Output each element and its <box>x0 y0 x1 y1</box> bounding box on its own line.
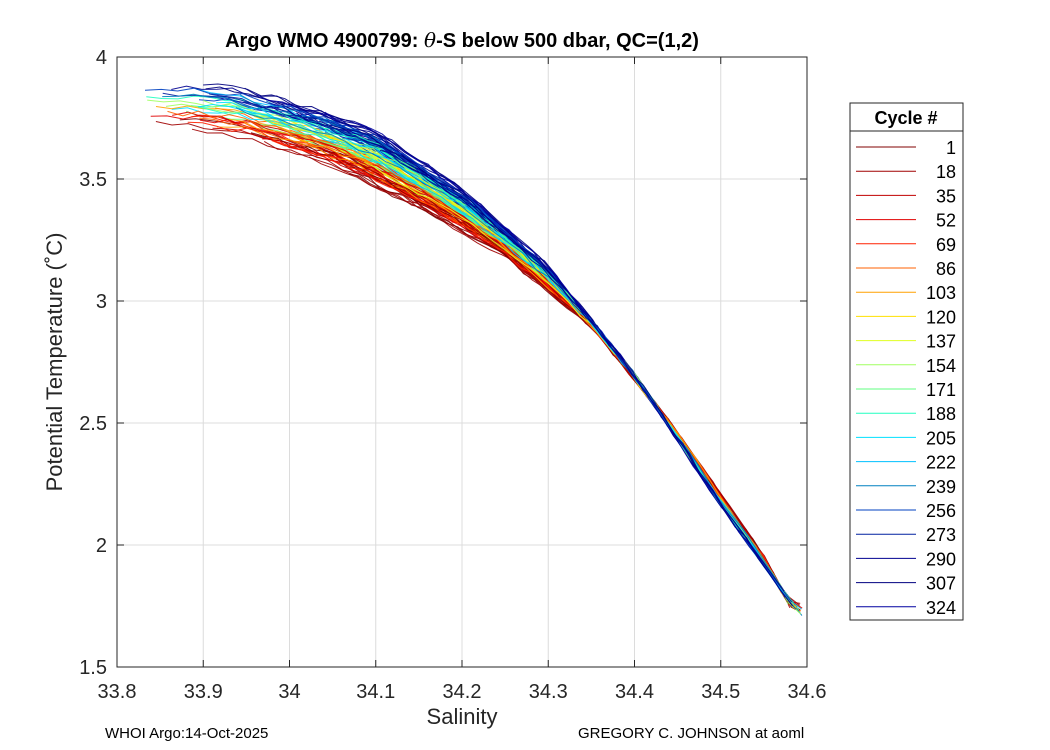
legend-label-52: 52 <box>936 211 956 231</box>
x-tick-label: 34.5 <box>701 681 740 703</box>
chart-title-suffix: -S below 500 dbar, QC=(1,2) <box>436 30 699 52</box>
profile-trace-324 <box>324 111 786 598</box>
legend-label-222: 222 <box>926 453 956 473</box>
legend-label-18: 18 <box>936 162 956 182</box>
legend-label-290: 290 <box>926 549 956 569</box>
legend-label-273: 273 <box>926 525 956 545</box>
chart-title-theta: θ <box>424 28 436 52</box>
chart-title-prefix: Argo WMO 4900799: <box>225 30 424 52</box>
legend-items: 1 18 35 52 69 86 103 120 137 154 171 188 205 222 239 25… <box>856 138 956 618</box>
legend-label-69: 69 <box>936 235 956 255</box>
y-tick-label: 1.5 <box>79 657 107 679</box>
x-tick-label: 33.8 <box>98 681 137 703</box>
footer-credit-left: WHOI Argo:14-Oct-2025 <box>105 725 269 742</box>
legend-label-256: 256 <box>926 501 956 521</box>
profile-trace-273 <box>209 93 793 603</box>
x-axis-label: Salinity <box>427 704 498 729</box>
axis-ticks: 33.8 33.9 34 34.1 34.2 34.3 34.4 34.5 34.61.522.… <box>79 47 826 703</box>
data-traces <box>144 83 803 616</box>
x-tick-label: 34.2 <box>443 681 482 703</box>
legend-label-188: 188 <box>926 404 956 424</box>
legend-label-137: 137 <box>926 332 956 352</box>
x-tick-label: 34.3 <box>529 681 568 703</box>
legend-label-307: 307 <box>926 574 956 594</box>
y-tick-label: 3.5 <box>79 169 107 191</box>
legend-label-35: 35 <box>936 186 956 206</box>
y-tick-label: 2 <box>96 535 107 557</box>
legend-label-1: 1 <box>946 138 956 158</box>
legend-label-86: 86 <box>936 259 956 279</box>
x-tick-label: 33.9 <box>184 681 223 703</box>
grid-lines <box>116 56 808 668</box>
legend-label-154: 154 <box>926 356 956 376</box>
x-tick-label: 34.4 <box>615 681 654 703</box>
x-tick-label: 34.1 <box>356 681 395 703</box>
footer-credit-right: GREGORY C. JOHNSON at aoml <box>578 725 805 742</box>
legend-title: Cycle # <box>874 108 937 128</box>
y-axis-label: Potential Temperature (˚C) <box>42 233 67 492</box>
x-tick-label: 34 <box>278 681 300 703</box>
profile-trace-18 <box>263 140 801 604</box>
legend-label-205: 205 <box>926 428 956 448</box>
legend-label-171: 171 <box>926 380 956 400</box>
profile-trace-256 <box>144 87 797 610</box>
chart-title: Argo WMO 4900799: θ-S below 500 dbar, QC… <box>225 28 699 52</box>
legend-label-120: 120 <box>926 307 956 327</box>
legend-label-103: 103 <box>926 283 956 303</box>
legend-label-239: 239 <box>926 477 956 497</box>
x-tick-label: 34.6 <box>788 681 827 703</box>
profile-trace-239 <box>235 106 783 589</box>
profile-trace-103 <box>229 118 795 605</box>
y-tick-label: 4 <box>96 47 107 69</box>
y-tick-label: 2.5 <box>79 413 107 435</box>
legend-label-324: 324 <box>926 598 956 618</box>
y-tick-label: 3 <box>96 291 107 313</box>
legend: Cycle # 1 18 35 52 69 86 103 120 137 154 171 188 205… <box>849 102 964 621</box>
